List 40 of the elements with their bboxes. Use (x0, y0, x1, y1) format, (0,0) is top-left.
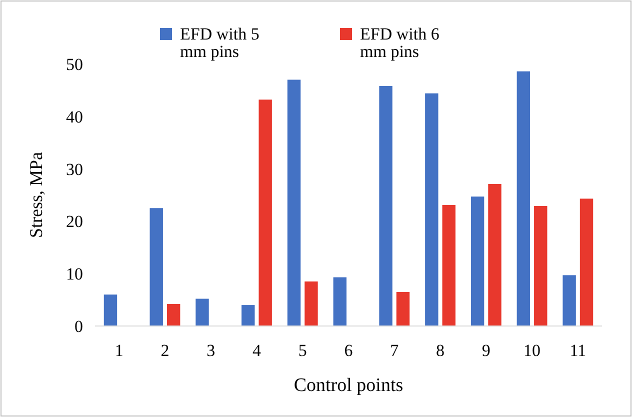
y-tick-label: 20 (66, 212, 83, 232)
x-tick-label: 3 (206, 341, 216, 360)
x-tick-label: 1 (114, 341, 124, 360)
bar (580, 198, 594, 326)
bar (379, 86, 392, 326)
legend-label: EFD with 5 mm pins (180, 24, 260, 62)
bar (425, 93, 438, 326)
x-tick-label: 7 (390, 341, 400, 360)
bar (166, 304, 180, 326)
bar (488, 184, 502, 326)
bar (396, 292, 410, 326)
x-tick-label: 4 (252, 341, 262, 360)
x-tick-label: 5 (298, 341, 307, 360)
bar (196, 298, 209, 326)
y-axis-title: Stress, MPa (26, 152, 46, 238)
bar (442, 204, 456, 326)
bar (304, 281, 318, 326)
x-tick-label: 10 (524, 341, 541, 360)
y-tick-label: 40 (66, 107, 83, 126)
bar (242, 305, 255, 326)
bar (258, 100, 272, 326)
bar (333, 277, 346, 326)
y-tick-label: 50 (66, 54, 83, 74)
x-tick-label: 2 (160, 341, 170, 360)
bar (562, 275, 576, 326)
y-tick-label: 30 (66, 160, 83, 179)
legend-label: EFD with 6 mm pins (360, 24, 440, 62)
bar (516, 71, 530, 326)
bar (470, 196, 484, 326)
bar (534, 206, 548, 326)
y-tick-label: 0 (74, 316, 83, 336)
x-tick-label: 11 (570, 341, 586, 360)
x-tick-label: 6 (344, 341, 353, 360)
bar (150, 208, 163, 326)
bar (287, 80, 301, 326)
bar (104, 294, 118, 326)
x-tick-label: 9 (482, 341, 490, 360)
x-tick-label: 8 (436, 341, 445, 360)
x-axis-title: Control points (294, 375, 404, 396)
y-tick-label: 10 (66, 264, 83, 284)
